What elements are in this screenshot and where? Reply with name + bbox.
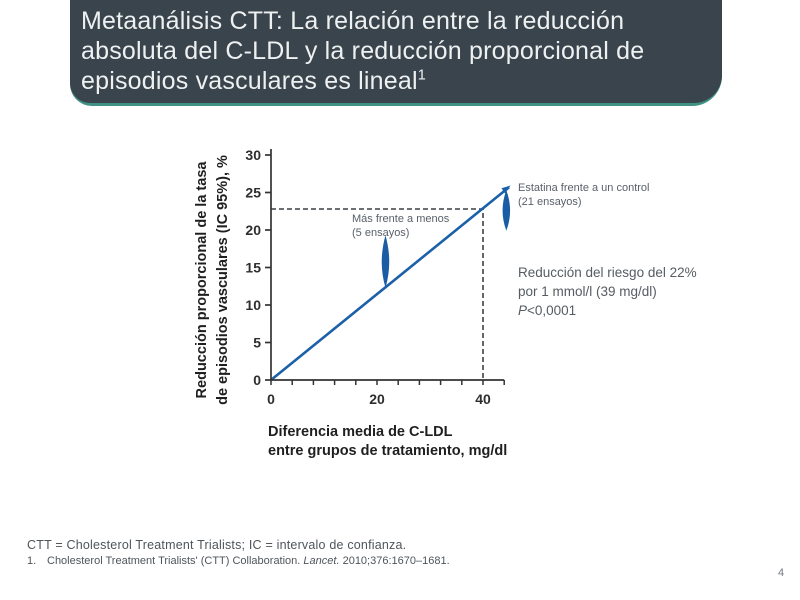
point-label: Estatina frente a un control bbox=[518, 182, 649, 194]
y-tick-label: 20 bbox=[245, 222, 261, 238]
x-axis-title: entre grupos de tratamiento, mg/dl bbox=[268, 443, 507, 459]
point-label: Más frente a menos bbox=[352, 213, 450, 225]
title-bar-inner: Metaanálisis CTT: La relación entre la r… bbox=[70, 0, 722, 103]
slide-title-text: Metaanálisis CTT: La relación entre la r… bbox=[81, 7, 645, 95]
reference-journal: Lancet. bbox=[303, 555, 340, 567]
page-number: 4 bbox=[778, 567, 785, 579]
y-tick-label: 0 bbox=[253, 372, 261, 388]
y-tick-label: 25 bbox=[245, 185, 261, 201]
point-trials-label: (5 ensayos) bbox=[352, 227, 409, 239]
y-tick-label: 15 bbox=[245, 260, 261, 276]
risk-annotation-line: P<0,0001 bbox=[518, 303, 576, 318]
risk-annotation-line: Reducción del riesgo del 22% bbox=[518, 265, 697, 280]
y-tick-label: 10 bbox=[245, 297, 261, 313]
y-tick-label: 30 bbox=[245, 147, 261, 163]
chart: 0 5 10 15 20 25 30 0 20 40 Más frente a menos (5 en… bbox=[194, 147, 697, 459]
y-tick-label: 5 bbox=[253, 335, 261, 351]
reference-text-pre: Cholesterol Treatment Trialists' (CTT) C… bbox=[47, 555, 301, 567]
x-tick-label: 20 bbox=[369, 391, 385, 407]
reference-text-post: 2010;376:1670–1681. bbox=[342, 555, 450, 567]
y-axis-title: de episodios vasculares (IC 95%), % bbox=[215, 155, 231, 405]
y-axis-title: Reducción proporcional de la tasa bbox=[194, 161, 210, 399]
reference-number: 1. bbox=[27, 555, 37, 567]
x-axis-title: Diferencia media de C-LDL bbox=[268, 424, 453, 440]
trend-line bbox=[270, 186, 510, 382]
x-tick-label: 0 bbox=[267, 391, 275, 407]
ci-diamond-marker bbox=[502, 190, 511, 231]
risk-annotation-line: por 1 mmol/l (39 mg/dl) bbox=[518, 284, 657, 299]
ci-diamond-marker bbox=[381, 235, 390, 288]
x-tick-label: 40 bbox=[475, 391, 491, 407]
reference-text: Cholesterol Treatment Trialists' (CTT) C… bbox=[47, 555, 450, 567]
abbreviation-note: CTT = Cholesterol Treatment Trialists; I… bbox=[27, 538, 407, 552]
title-bar: Metaanálisis CTT: La relación entre la r… bbox=[70, 0, 722, 106]
reference-citation: 1. Cholesterol Treatment Trialists' (CTT)… bbox=[27, 555, 450, 567]
title-footnote-marker: 1 bbox=[417, 67, 427, 84]
point-trials-label: (21 ensayos) bbox=[518, 196, 582, 208]
slide-title: Metaanálisis CTT: La relación entre la r… bbox=[81, 6, 702, 96]
